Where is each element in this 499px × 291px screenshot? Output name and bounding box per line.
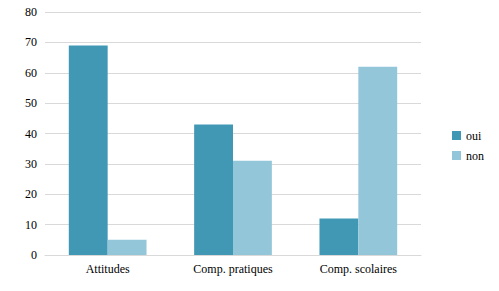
- svg-text:80: 80: [25, 5, 37, 19]
- svg-text:20: 20: [25, 187, 37, 201]
- svg-text:10: 10: [25, 218, 37, 232]
- svg-text:oui: oui: [466, 129, 482, 143]
- svg-text:30: 30: [25, 157, 37, 171]
- svg-text:non: non: [466, 149, 484, 163]
- svg-text:0: 0: [31, 248, 37, 262]
- svg-text:40: 40: [25, 127, 37, 141]
- svg-text:50: 50: [25, 96, 37, 110]
- svg-text:Comp. scolaires: Comp. scolaires: [320, 262, 398, 276]
- svg-text:70: 70: [25, 35, 37, 49]
- svg-text:Attitudes: Attitudes: [86, 262, 130, 276]
- svg-text:60: 60: [25, 66, 37, 80]
- svg-text:Comp. pratiques: Comp. pratiques: [193, 262, 273, 276]
